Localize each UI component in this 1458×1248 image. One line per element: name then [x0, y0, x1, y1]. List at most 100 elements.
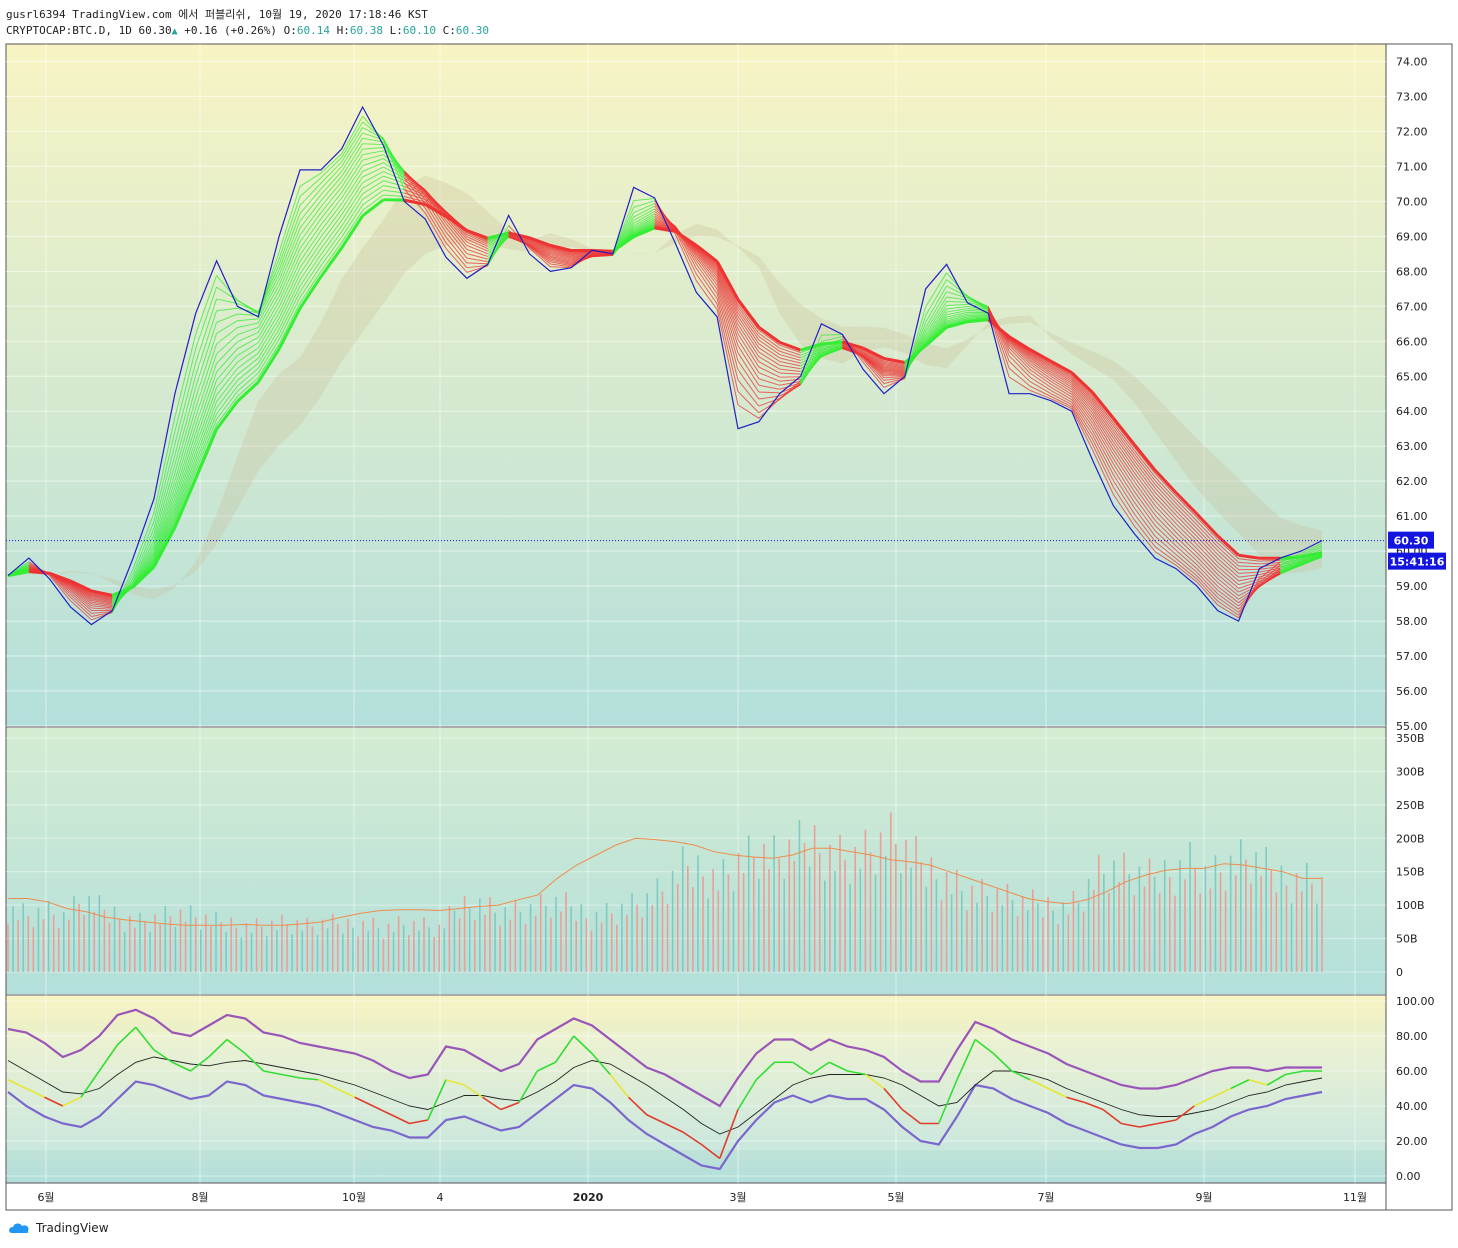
ema-ribbon-segment — [1154, 492, 1177, 516]
ema-ribbon-segment — [174, 451, 197, 512]
ema-ribbon-segment — [237, 352, 259, 369]
ema-ribbon-segment — [1071, 406, 1094, 445]
price-tick-label: 72.00 — [1396, 125, 1428, 138]
ema-ribbon-segment — [257, 333, 280, 369]
ema-ribbon-segment — [1071, 384, 1093, 411]
ema-ribbon-segment — [1217, 570, 1239, 589]
ema-ribbon-segment — [49, 575, 71, 602]
ema-ribbon-segment — [1196, 581, 1219, 606]
price-tick-label: 64.00 — [1396, 405, 1428, 418]
ema-ribbon-segment — [1050, 378, 1072, 393]
ema-ribbon-segment — [821, 347, 843, 354]
ema-ribbon-segment — [383, 184, 405, 191]
rsi-segment — [956, 1039, 976, 1081]
ema-ribbon-segment — [967, 315, 989, 318]
ema-ribbon-segment — [1029, 385, 1052, 397]
rsi-segment — [25, 1087, 45, 1098]
ema-ribbon-segment — [1196, 560, 1219, 583]
ema-ribbon-segment — [1071, 404, 1094, 440]
ema-ribbon-segment — [1092, 444, 1114, 488]
ema-ribbon-segment — [173, 478, 198, 529]
ema-ribbon-segment — [320, 225, 343, 255]
chart-border — [5, 43, 1387, 1184]
rsi-segment — [755, 1061, 776, 1081]
ema-ribbon-segment — [466, 229, 489, 240]
ema-ribbon-segment — [1175, 558, 1198, 577]
x-tick-label: 3월 — [729, 1191, 746, 1204]
ema-ribbon-segment — [1133, 491, 1156, 521]
ema-ribbon-segment — [1050, 383, 1072, 398]
ema-ribbon-segment — [1092, 399, 1114, 430]
ema-ribbon-segment — [674, 234, 697, 281]
rsi-segment — [974, 1038, 994, 1055]
ema-ribbon-segment — [404, 192, 426, 200]
ema-ribbon-segment — [216, 396, 238, 425]
ema-ribbon-segment — [278, 273, 301, 319]
rsi-tick-label: 0.00 — [1396, 1170, 1421, 1183]
ema-ribbon-segment — [737, 333, 760, 368]
rsi-segment — [244, 1052, 265, 1072]
ema-ribbon-segment — [257, 269, 280, 314]
ema-ribbon-segment — [779, 344, 801, 354]
ema-ribbon-segment — [737, 316, 760, 349]
ema-ribbon-segment — [277, 307, 302, 350]
rsi-segment — [1084, 1101, 1104, 1111]
ema-ribbon-segment — [237, 307, 259, 314]
ema-ribbon-segment — [508, 234, 530, 242]
ema-ribbon-segment — [383, 194, 405, 198]
ema-ribbon-segment — [1071, 376, 1093, 399]
ema-ribbon-segment — [132, 543, 155, 585]
rsi-segment — [1248, 1078, 1268, 1086]
ema-ribbon-segment — [70, 585, 92, 601]
ema-ribbon-segment — [529, 243, 551, 256]
price-tick-label: 68.00 — [1396, 265, 1428, 278]
ema-ribbon-segment — [821, 340, 843, 346]
ema-ribbon-segment — [362, 121, 384, 139]
ema-ribbon-segment — [716, 285, 739, 353]
rsi-segment — [1121, 1122, 1140, 1128]
ema-ribbon-segment — [1092, 397, 1114, 427]
ema-ribbon-segment — [737, 309, 760, 341]
ema-ribbon-segment — [1092, 395, 1114, 424]
ema-ribbon-segment — [633, 221, 655, 234]
ema-ribbon-segment — [1238, 561, 1260, 565]
ema-ribbon-segment — [1217, 539, 1239, 560]
rsi-segment — [1066, 1096, 1085, 1104]
ema-ribbon-segment — [362, 194, 384, 211]
ema-ribbon-segment — [800, 355, 822, 375]
ema-ribbon-segment — [1217, 597, 1239, 613]
ema-ribbon-segment — [1175, 549, 1198, 570]
rsi-segment — [792, 1061, 812, 1076]
ema-ribbon-segment — [1092, 419, 1114, 455]
ema-ribbon-segment — [695, 248, 718, 271]
ema-ribbon-segment — [1259, 573, 1281, 584]
rsi-segment — [1011, 1070, 1031, 1081]
ema-ribbon-segment — [1175, 545, 1198, 566]
ema-ribbon-segment — [529, 242, 551, 255]
ema-ribbon-segment — [758, 329, 781, 346]
rsi-segment — [1029, 1079, 1049, 1090]
ema-ribbon-segment — [195, 394, 218, 453]
ema-ribbon-segment — [1217, 558, 1239, 578]
ema-ribbon-segment — [1300, 544, 1323, 556]
ema-ribbon-segment — [1071, 394, 1093, 424]
ema-ribbon-segment — [946, 285, 968, 297]
ema-ribbon-segment — [925, 296, 947, 332]
ema-ribbon-segment — [758, 366, 780, 378]
ema-ribbon-segment — [174, 432, 197, 499]
ema-ribbon-segment — [1071, 396, 1093, 427]
ema-ribbon-segment — [216, 341, 238, 364]
ema-ribbon-segment — [1113, 438, 1135, 469]
ema-ribbon-segment — [383, 154, 405, 173]
ema-ribbon-segment — [153, 510, 176, 562]
ema-ribbon-segment — [1113, 420, 1135, 448]
ema-ribbon-segment — [550, 246, 572, 254]
ema-ribbon-segment — [195, 371, 218, 434]
ema-ribbon-segment — [1050, 362, 1072, 376]
ema-ribbon-segment — [1280, 564, 1302, 572]
tradingview-brand[interactable]: TradingView — [8, 1221, 109, 1235]
ema-ribbon-segment — [1133, 464, 1156, 493]
ema-ribbon-segment — [91, 605, 113, 609]
ema-ribbon-segment — [1154, 487, 1177, 512]
